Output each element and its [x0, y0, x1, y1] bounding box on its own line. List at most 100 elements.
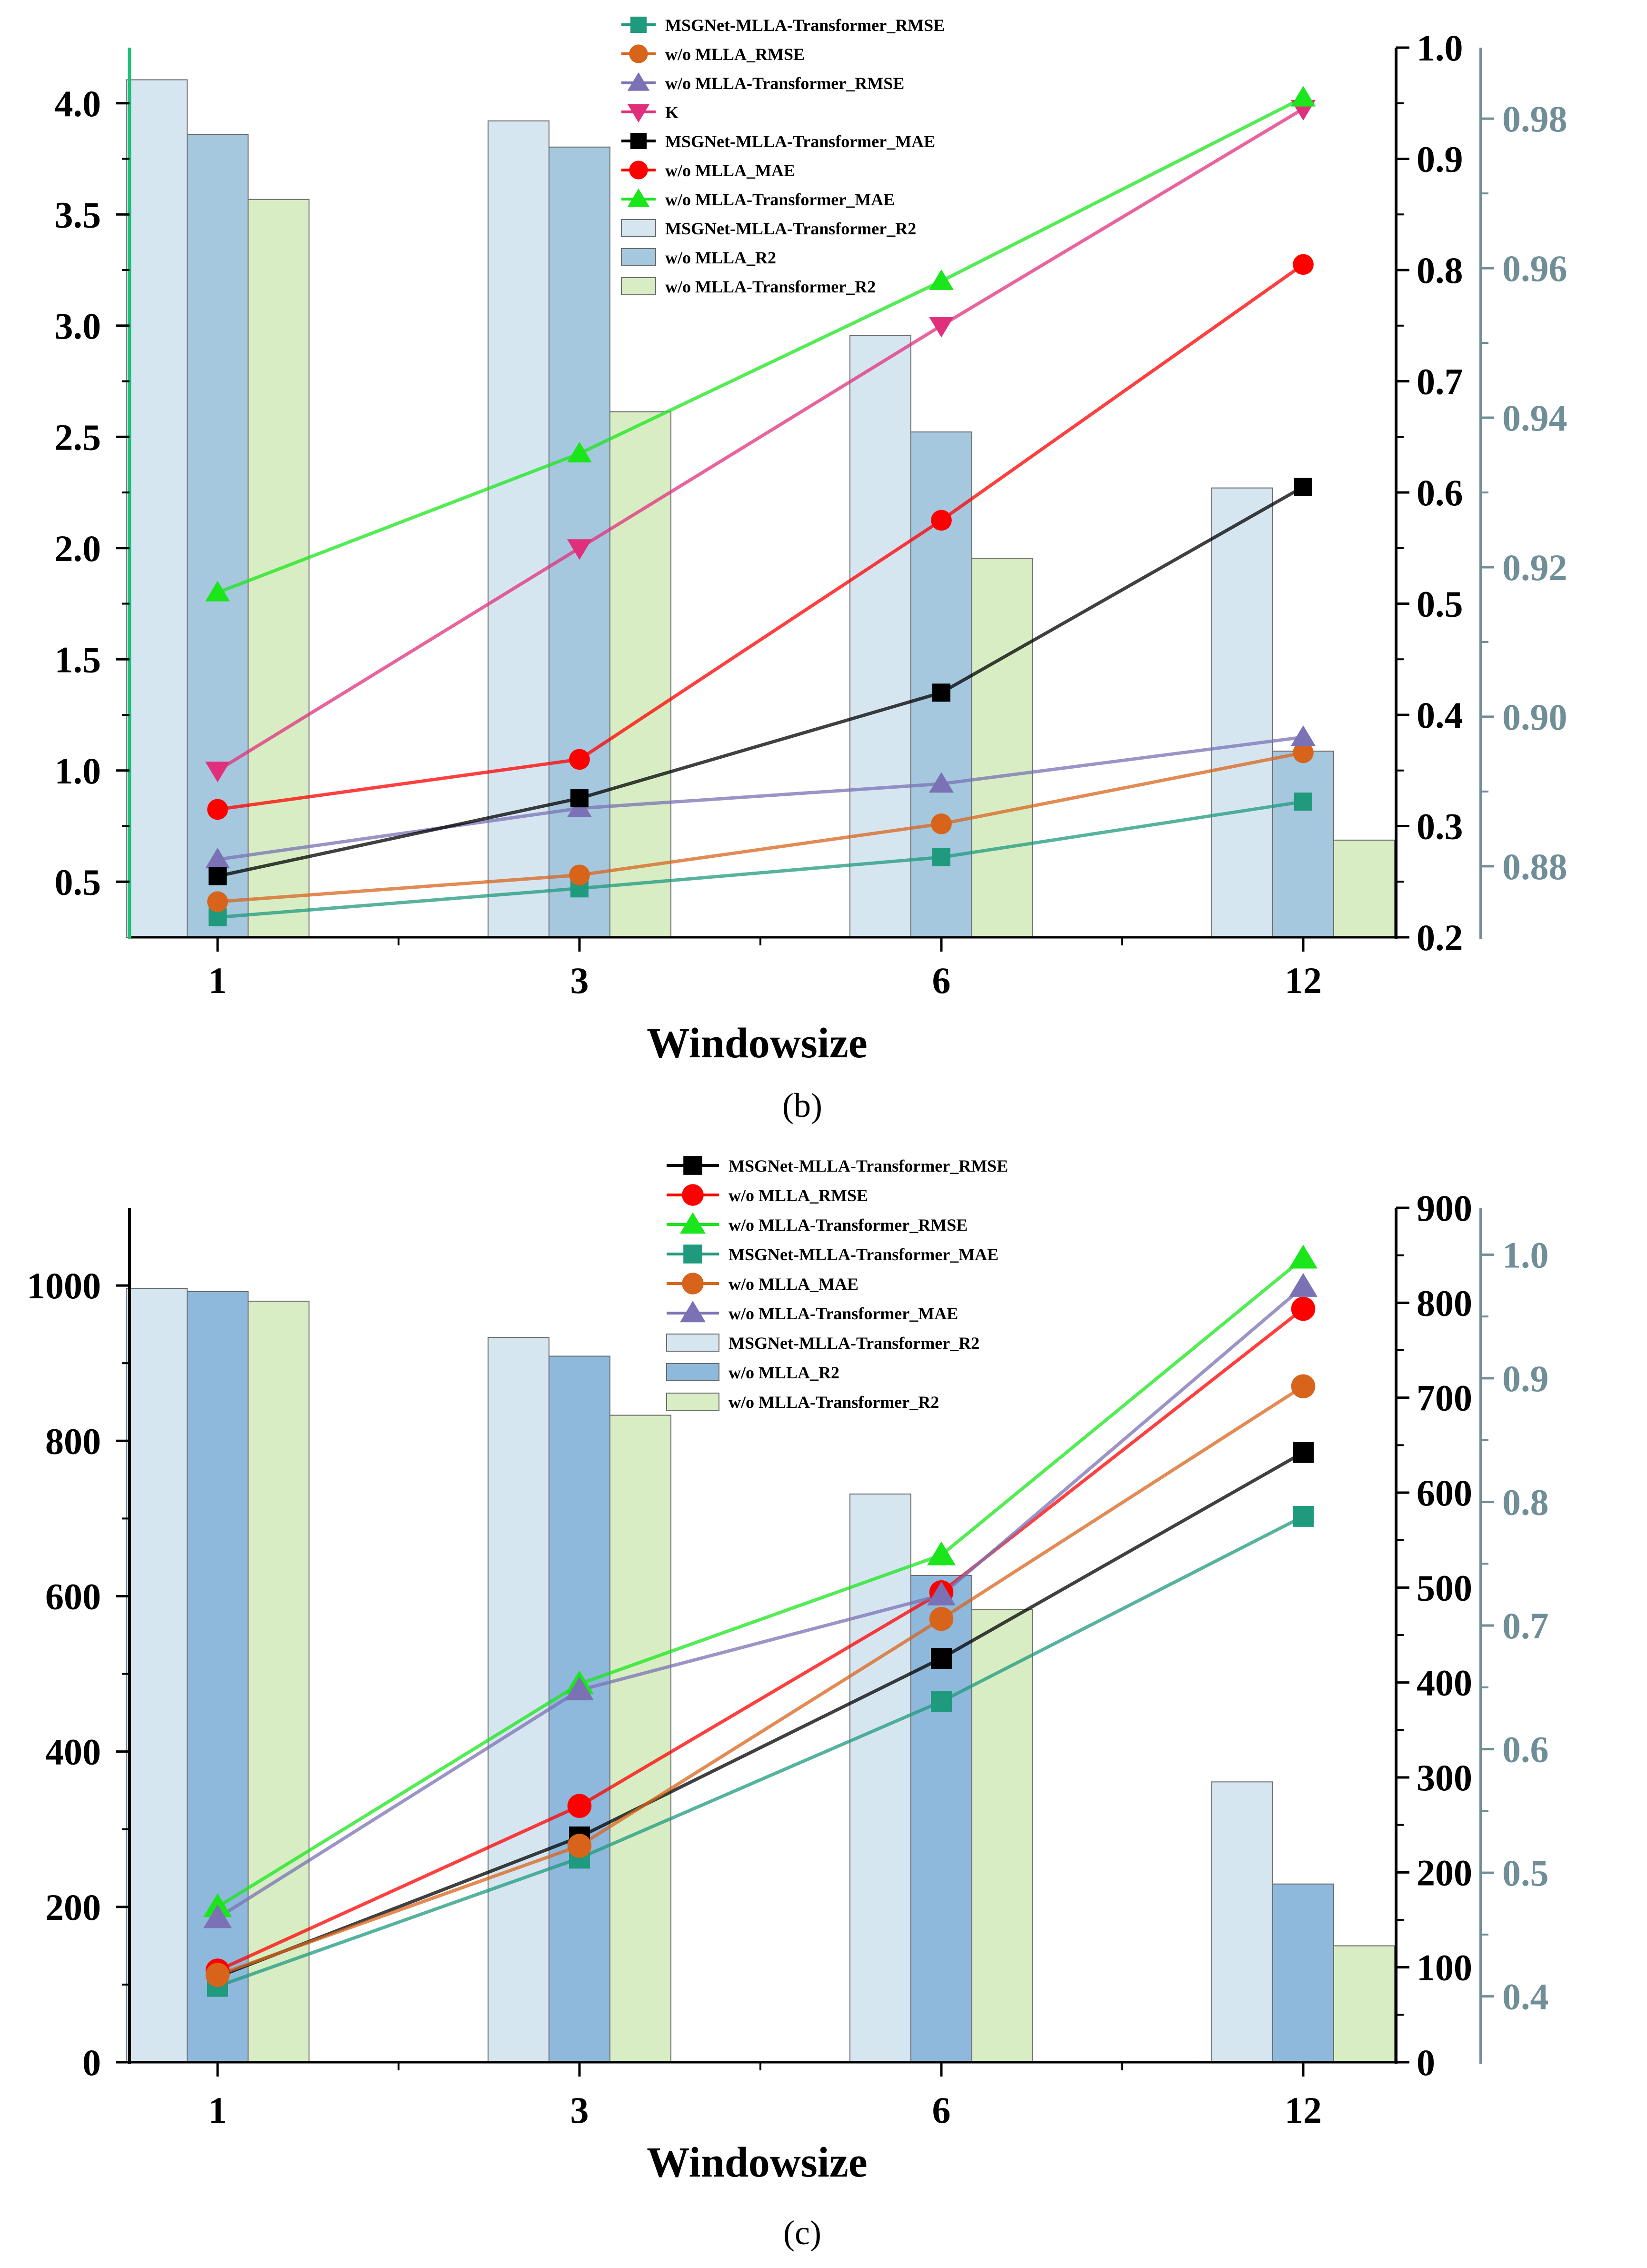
series-group — [205, 86, 1316, 926]
legend-label: w/o MLLA-Transformer_RMSE — [729, 1215, 968, 1234]
legend-swatch-marker — [682, 1184, 704, 1206]
right-tick-label: 600 — [1417, 1472, 1472, 1514]
legend-swatch-bar — [621, 248, 656, 266]
bar-w/o MLLA-Transformer_R2-3 — [609, 411, 671, 938]
bar-MSGNet-MLLA-Transformer_R2-1 — [126, 1288, 188, 2063]
right-tick-label: 0.4 — [1417, 694, 1463, 736]
line-MSGNet-MLLA-Transformer_RMSE — [217, 1451, 1304, 1978]
chart-c: 0 200 400 600 800 1000 0 100 200 300 400 500 600 700 8… — [27, 1156, 1549, 2252]
legend-label: w/o MLLA_RMSE — [665, 45, 805, 64]
point-w/o MLLA_MAE-3 — [567, 1834, 592, 1858]
point-MSGNet-MLLA-Transformer_MAE-6 — [932, 683, 950, 702]
point-MSGNet-MLLA-Transformer_RMSE-6 — [932, 848, 950, 866]
point-w/o MLLA_RMSE-3 — [569, 864, 590, 886]
line-w/o MLLA-Transformer_RMSE — [217, 1257, 1305, 1908]
legend-swatch-marker — [629, 44, 648, 63]
legend-swatch-marker — [683, 1244, 702, 1264]
legend-label: w/o MLLA-Transformer_RMSE — [665, 74, 904, 93]
left-tick-label: 200 — [45, 1887, 101, 1928]
line-w/o MLLA_RMSE — [217, 1307, 1305, 1972]
bar-MSGNet-MLLA-Transformer_R2-6 — [849, 335, 911, 938]
right-tick-label: 100 — [1417, 1947, 1472, 1988]
legend-label: w/o MLLA_RMSE — [729, 1186, 868, 1205]
legend-swatch-bar — [666, 1363, 719, 1381]
point-w/o MLLA-Transformer_MAE-12 — [1291, 86, 1316, 107]
right-tick-label: 400 — [1417, 1662, 1472, 1704]
bar-MSGNet-MLLA-Transformer_R2-12 — [1211, 1781, 1273, 2063]
legend-swatch-bar — [621, 277, 656, 295]
line-K — [217, 107, 1304, 772]
left-tick-label: 4.0 — [55, 83, 101, 124]
left-tick-label: 0 — [82, 2042, 101, 2083]
legend-label: K — [665, 103, 679, 122]
legend-item: w/o MLLA-Transformer_MAE — [667, 1301, 958, 1323]
legend-label: MSGNet-MLLA-Transformer_R2 — [665, 219, 916, 238]
point-MSGNet-MLLA-Transformer_MAE-3 — [570, 789, 589, 808]
legend-item: w/o MLLA-Transformer_R2 — [621, 277, 876, 296]
point-w/o MLLA-Transformer_MAE-6 — [929, 269, 954, 290]
right-tick-label: 0.8 — [1417, 250, 1463, 291]
right-tick-label: 800 — [1417, 1282, 1472, 1324]
legend-label: MSGNet-MLLA-Transformer_RMSE — [665, 16, 945, 35]
series-group — [203, 1244, 1318, 1997]
left-tick-label: 800 — [45, 1420, 101, 1462]
r2-tick-label: 0.88 — [1502, 846, 1567, 887]
point-MSGNet-MLLA-Transformer_RMSE-12 — [1293, 1442, 1314, 1463]
point-MSGNet-MLLA-Transformer_MAE-1 — [209, 867, 227, 885]
right-tick-label: 0.2 — [1417, 917, 1463, 958]
legend-item: w/o MLLA_RMSE — [667, 1184, 868, 1206]
left-tick-label: 1.0 — [55, 750, 101, 792]
line-w/o MLLA_RMSE — [217, 751, 1304, 903]
point-w/o MLLA_RMSE-12 — [1293, 742, 1314, 763]
r2-tick-label: 0.6 — [1502, 1729, 1549, 1770]
point-w/o MLLA-Transformer_RMSE-12 — [1288, 1244, 1318, 1269]
legend-item: K — [621, 103, 679, 123]
right-tick-label: 0.6 — [1417, 472, 1463, 513]
point-w/o MLLA_MAE-6 — [931, 510, 952, 531]
point-w/o MLLA_RMSE-3 — [567, 1794, 592, 1818]
bar-w/o MLLA-Transformer_R2-1 — [248, 1300, 309, 2063]
r2-tick-label: 0.7 — [1502, 1605, 1549, 1646]
bar-group — [126, 1288, 1395, 2063]
line-w/o MLLA-Transformer_MAE — [217, 1285, 1305, 1919]
left-tick-label: 1.5 — [55, 639, 101, 680]
legend-swatch-bar — [666, 1393, 719, 1411]
left-tick-label: 3.0 — [55, 305, 101, 347]
left-tick-label: 2.5 — [55, 416, 101, 458]
legend-item: w/o MLLA-Transformer_RMSE — [621, 72, 904, 93]
right-tick-label: 1.0 — [1417, 27, 1463, 69]
legend: MSGNet-MLLA-Transformer_RMSE w/o MLLA_RMS… — [621, 16, 945, 296]
left-tick-label: 2.0 — [55, 528, 101, 569]
r2-tick-label: 0.9 — [1502, 1358, 1549, 1399]
left-tick-label: 1000 — [27, 1265, 101, 1306]
x-tick-label: 6 — [932, 2089, 951, 2131]
right-tick-label: 300 — [1417, 1757, 1472, 1798]
legend-item: w/o MLLA_MAE — [621, 161, 795, 180]
left-tick-label: 400 — [45, 1731, 101, 1773]
legend-swatch-bar — [621, 219, 656, 237]
r2-tick-label: 0.5 — [1502, 1852, 1549, 1894]
point-w/o MLLA_MAE-1 — [207, 799, 228, 820]
axes: 0.5 1.0 1.5 2.0 2.5 3.0 3.5 4.0 0.2 0.3 0.4 0.5 0.6 0… — [55, 27, 1567, 1124]
point-w/o MLLA_MAE-12 — [1291, 1374, 1316, 1399]
point-w/o MLLA-Transformer_MAE-1 — [203, 1904, 232, 1928]
legend-swatch-marker — [630, 16, 647, 33]
bar-MSGNet-MLLA-Transformer_R2-12 — [1211, 487, 1273, 938]
legend-item: MSGNet-MLLA-Transformer_R2 — [621, 219, 916, 238]
line-MSGNet-MLLA-Transformer_MAE — [217, 1515, 1304, 1988]
point-w/o MLLA_MAE-1 — [205, 1963, 230, 1987]
x-tick-label: 3 — [570, 960, 589, 1001]
x-tick-label: 12 — [1285, 2089, 1322, 2131]
legend-swatch-marker — [629, 161, 648, 180]
right-tick-label: 0.3 — [1417, 806, 1463, 847]
right-tick-label: 0.5 — [1417, 583, 1463, 625]
x-axis-title: Windowsize — [647, 2139, 867, 2186]
r2-tick-label: 1.0 — [1502, 1234, 1549, 1275]
bar-MSGNet-MLLA-Transformer_R2-3 — [488, 120, 549, 938]
left-tick-label: 3.5 — [55, 194, 101, 235]
legend-label: MSGNet-MLLA-Transformer_MAE — [729, 1245, 998, 1264]
legend-label: w/o MLLA-Transformer_MAE — [665, 190, 895, 209]
line-w/o MLLA-Transformer_RMSE — [217, 735, 1304, 862]
point-w/o MLLA-Transformer_RMSE-6 — [929, 772, 954, 793]
legend-swatch-bar — [666, 1334, 719, 1352]
